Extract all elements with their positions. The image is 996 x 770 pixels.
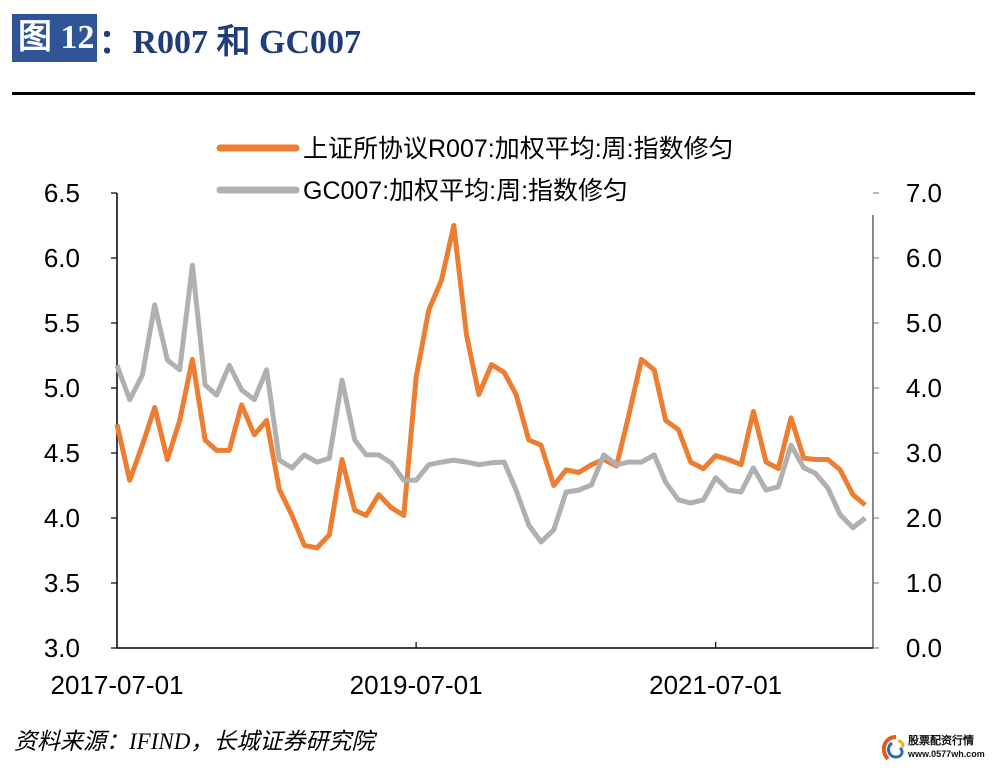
left-axis-tick-label: 3.5	[44, 568, 80, 598]
left-axis-tick-label: 6.0	[44, 243, 80, 273]
source-note: 资料来源：IFIND，长城证券研究院	[14, 729, 375, 754]
x-axis-tick-label: 2017-07-01	[51, 670, 184, 700]
left-axis-tick-label: 6.5	[44, 178, 80, 208]
series-line-gc007	[114, 262, 867, 545]
right-axis-tick-label: 0.0	[906, 633, 942, 663]
series-line-r007	[114, 223, 867, 551]
watermark-logo: 股票配资行情 www.0577wh.com	[878, 733, 985, 763]
line-chart: 3.0 3.5 4.0 4.5 5.0 5.5 6.0 6.5 0.0 1.0 2.0 3.0 4.0 5…	[44, 135, 942, 700]
logo-swirl-icon	[881, 735, 905, 761]
legend-label-r007: 上证所协议R007:加权平均:周:指数修匀	[303, 135, 734, 163]
right-axis-tick-label: 5.0	[906, 308, 942, 338]
logo-name: 股票配资行情	[908, 735, 974, 747]
right-axis-tick-label: 7.0	[906, 178, 942, 208]
left-axis-tick-label: 3.0	[44, 633, 80, 663]
legend-label-gc007: GC007:加权平均:周:指数修匀	[303, 177, 628, 205]
left-axis-tick-label: 4.5	[44, 438, 80, 468]
x-axis-tick-label: 2021-07-01	[649, 670, 782, 700]
figure-title: 图 12 ：R007 和 GC007	[12, 14, 361, 62]
right-axis-tick-label: 4.0	[906, 373, 942, 403]
left-axis-tick-label: 4.0	[44, 503, 80, 533]
figure-number: 图 12	[12, 14, 97, 62]
right-axis-tick-label: 6.0	[906, 243, 942, 273]
title-divider	[12, 92, 975, 95]
right-axis-tick-label: 1.0	[906, 568, 942, 598]
left-axis-tick-label: 5.5	[44, 308, 80, 338]
figure-title-text: ：R007 和 GC007	[98, 23, 362, 61]
x-axis-tick-label: 2019-07-01	[350, 670, 483, 700]
right-axis-tick-label: 3.0	[906, 438, 942, 468]
logo-url: www.0577wh.com	[908, 749, 985, 759]
left-axis-tick-label: 5.0	[44, 373, 80, 403]
right-axis-tick-label: 2.0	[906, 503, 942, 533]
